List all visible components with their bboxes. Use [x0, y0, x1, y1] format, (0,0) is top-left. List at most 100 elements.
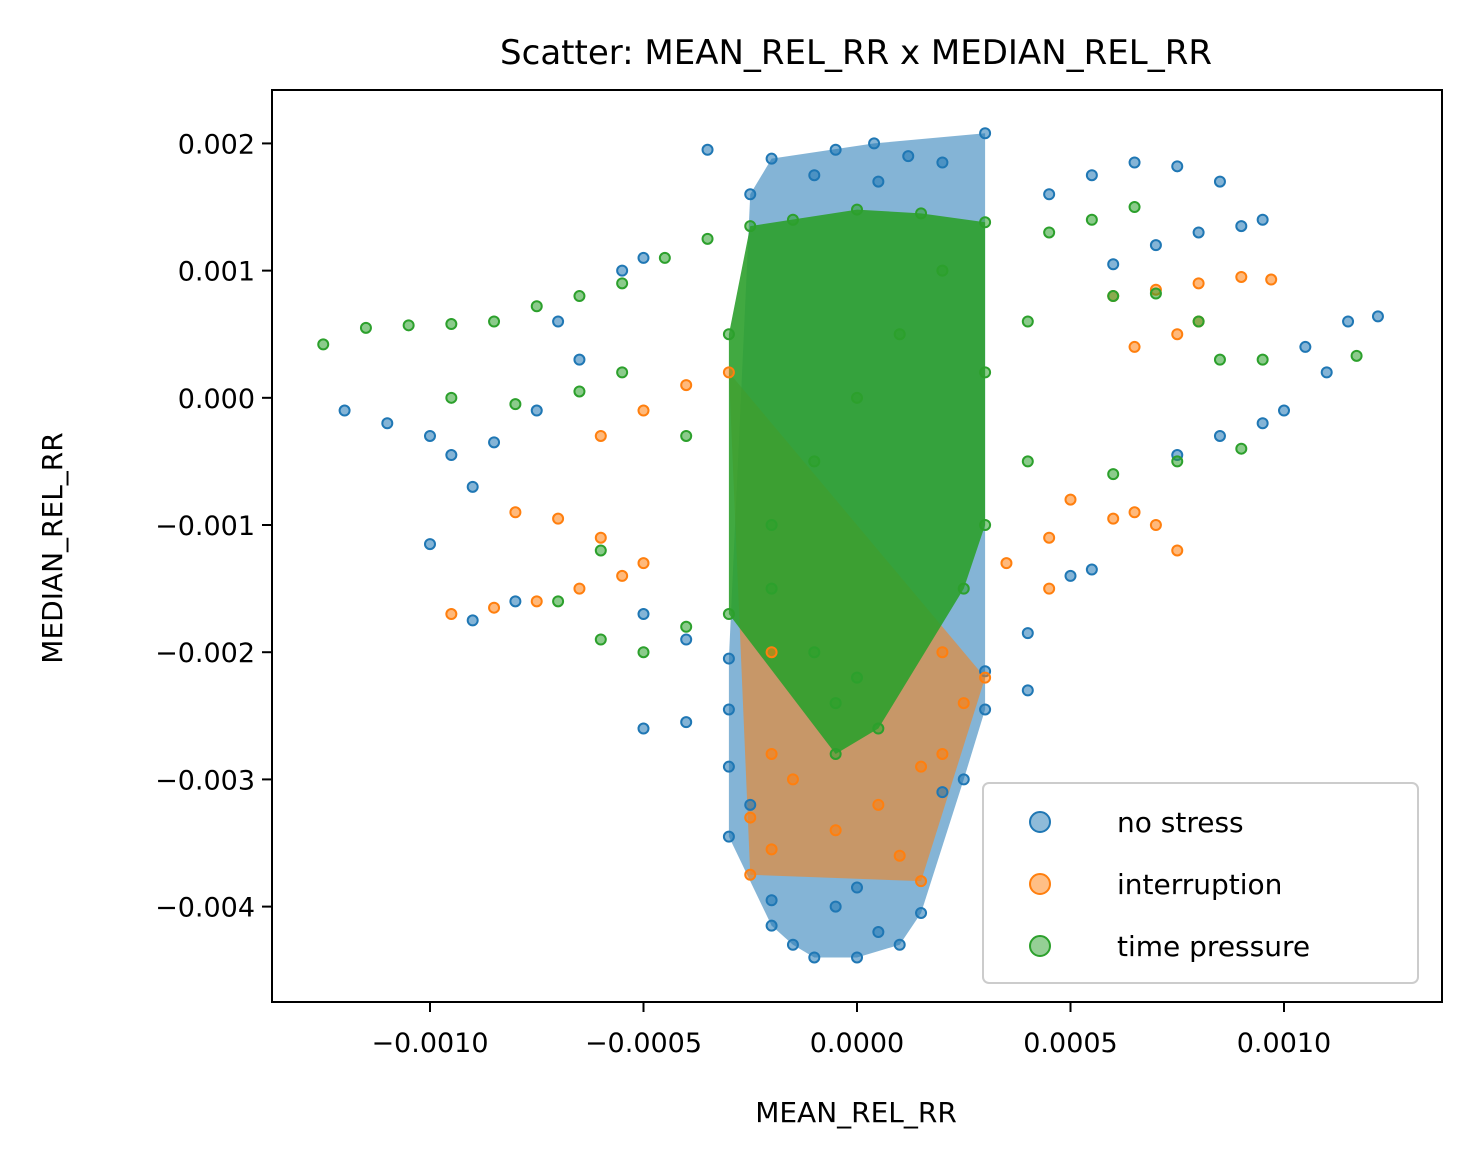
y-tick-label: −0.003: [155, 765, 255, 796]
data-point: [872, 175, 885, 188]
series-no-stress: [338, 127, 1384, 964]
data-point: [616, 277, 629, 290]
data-point: [722, 328, 735, 341]
data-point: [893, 938, 906, 951]
data-point: [381, 417, 394, 430]
data-point: [530, 300, 543, 313]
data-point: [680, 620, 693, 633]
legend-marker-time-pressure: [1029, 935, 1051, 957]
data-point: [1371, 310, 1384, 323]
data-point: [1350, 349, 1363, 362]
data-point: [466, 614, 479, 627]
data-point: [808, 646, 821, 659]
x-axis-label: MEAN_REL_RR: [755, 1096, 957, 1129]
data-point: [957, 582, 970, 595]
data-point: [808, 169, 821, 182]
data-point: [936, 646, 949, 659]
data-point: [637, 251, 650, 264]
data-point: [872, 722, 885, 735]
data-point: [1192, 315, 1205, 328]
data-point: [829, 824, 842, 837]
data-point: [829, 697, 842, 710]
data-point: [1085, 169, 1098, 182]
data-point: [509, 506, 522, 519]
data-point: [829, 747, 842, 760]
data-point: [744, 220, 757, 233]
data-point: [1299, 340, 1312, 353]
data-point: [680, 429, 693, 442]
series-interruption: [445, 270, 1278, 888]
data-point: [359, 321, 372, 334]
data-point: [765, 843, 778, 856]
data-point: [722, 703, 735, 716]
data-point: [1043, 226, 1056, 239]
data-point: [722, 760, 735, 773]
data-point: [851, 671, 863, 684]
data-point: [488, 436, 501, 449]
data-point: [445, 608, 458, 621]
data-point: [637, 608, 650, 621]
data-point: [1256, 213, 1269, 226]
data-point: [915, 207, 928, 220]
data-point: [488, 601, 501, 614]
data-point: [1107, 290, 1120, 303]
data-point: [1085, 213, 1098, 226]
data-point: [573, 353, 586, 366]
data-point: [637, 722, 650, 735]
data-point: [1128, 340, 1141, 353]
data-point: [786, 213, 799, 226]
data-point: [744, 188, 757, 201]
legend-marker-no-stress: [1029, 811, 1051, 833]
data-point: [829, 900, 842, 913]
data-point: [915, 760, 928, 773]
data-point: [851, 203, 863, 216]
data-point: [979, 703, 992, 716]
data-point: [1265, 273, 1278, 286]
data-point: [765, 519, 778, 532]
point-clusters: [728, 133, 986, 958]
data-point: [552, 315, 565, 328]
legend-label-time-pressure: time pressure: [1117, 930, 1310, 963]
data-point: [701, 232, 714, 245]
y-tick-label: 0.001: [178, 257, 255, 288]
data-point: [722, 608, 735, 621]
y-tick-label: −0.001: [155, 511, 255, 542]
data-points: [317, 127, 1384, 964]
data-point: [594, 633, 607, 646]
y-axis-label: MEDIAN_REL_RR: [36, 432, 69, 663]
data-point: [979, 216, 992, 229]
y-axis: 0.002 0.001 0.000 −0.001 −0.002 −0.003 −0.004: [155, 129, 272, 924]
data-point: [936, 264, 949, 277]
cluster-time-pressure: [728, 209, 986, 754]
data-point: [680, 633, 693, 646]
data-point: [786, 773, 799, 786]
data-point: [637, 557, 650, 570]
data-point: [1149, 239, 1162, 252]
data-point: [445, 391, 458, 404]
data-point: [509, 398, 522, 411]
data-point: [1149, 519, 1162, 532]
data-point: [893, 849, 906, 862]
data-point: [744, 798, 757, 811]
data-point: [616, 366, 629, 379]
data-point: [1213, 175, 1226, 188]
data-point: [979, 366, 992, 379]
data-point: [765, 747, 778, 760]
data-point: [637, 404, 650, 417]
data-point: [765, 919, 778, 932]
data-point: [936, 156, 949, 169]
legend-marker-interruption: [1029, 873, 1051, 895]
data-point: [744, 868, 757, 881]
data-point: [722, 652, 735, 665]
data-point: [765, 582, 778, 595]
data-point: [1000, 557, 1013, 570]
data-point: [573, 385, 586, 398]
data-point: [594, 429, 607, 442]
data-point: [616, 569, 629, 582]
data-point: [1192, 226, 1205, 239]
chart-title: Scatter: MEAN_REL_RR x MEDIAN_REL_RR: [500, 33, 1212, 73]
data-point: [872, 926, 885, 939]
data-point: [765, 894, 778, 907]
x-axis: −0.0010 −0.0005 0.0000 0.0005 0.0010: [371, 1002, 1331, 1059]
data-point: [594, 531, 607, 544]
